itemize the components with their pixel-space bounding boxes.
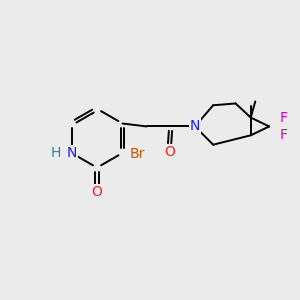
Text: O: O <box>164 145 175 159</box>
Text: F: F <box>280 128 288 142</box>
Text: N: N <box>190 119 200 134</box>
Text: O: O <box>92 185 102 200</box>
Text: F: F <box>280 111 288 125</box>
Text: H: H <box>51 146 62 160</box>
Text: Br: Br <box>130 147 146 161</box>
Text: N: N <box>66 146 77 160</box>
